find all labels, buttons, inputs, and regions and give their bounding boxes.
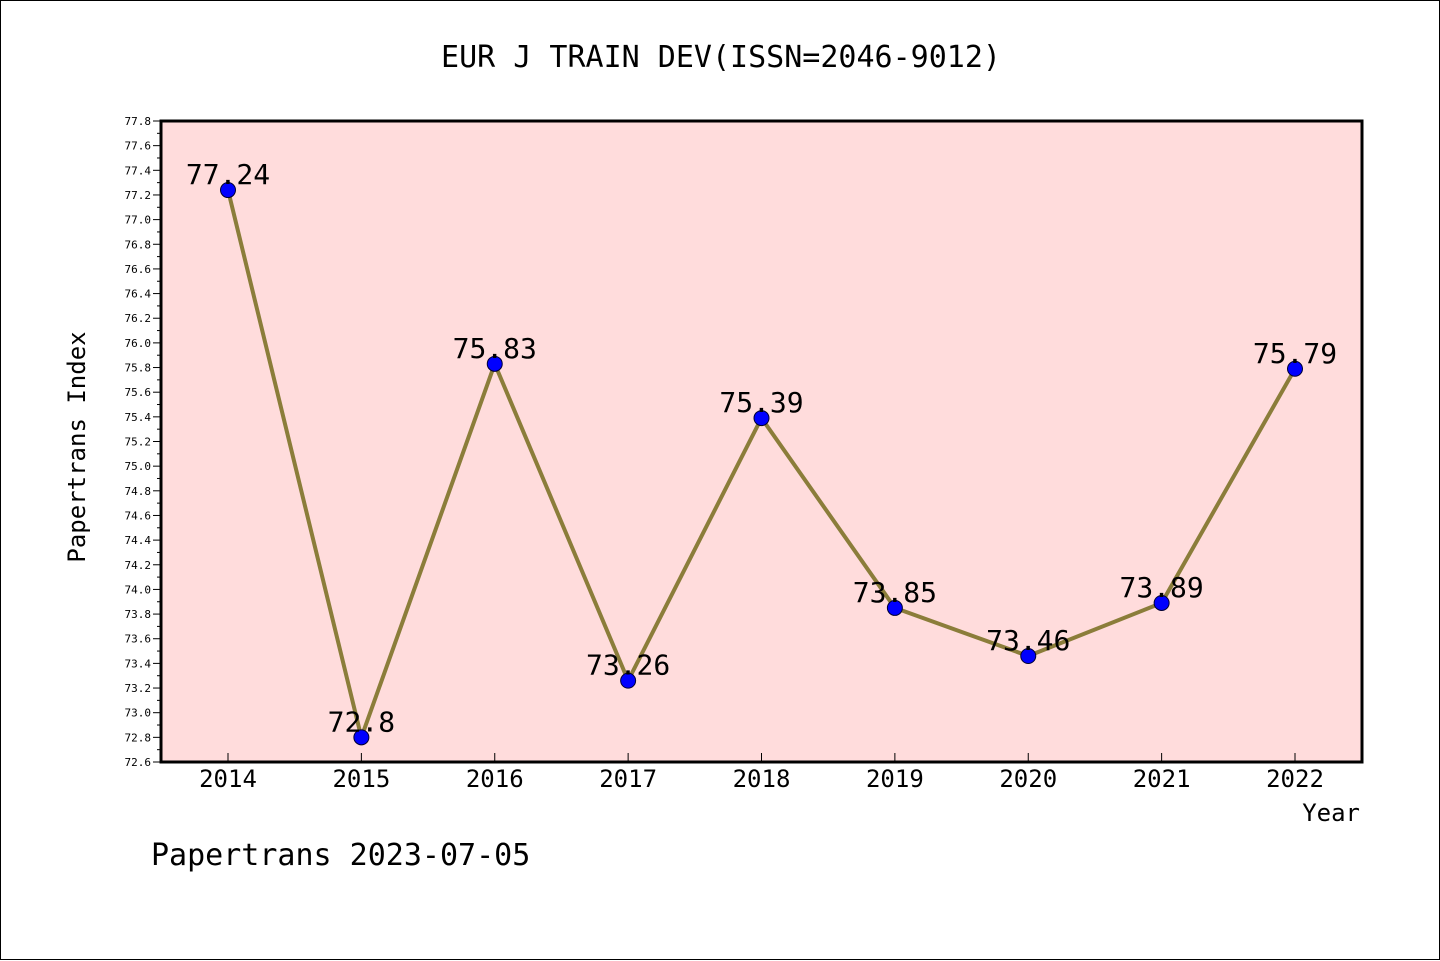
y-tick-label: 75.0 xyxy=(125,460,152,473)
x-tick-label: 2017 xyxy=(599,765,657,793)
y-tick-label: 73.0 xyxy=(125,707,152,720)
series-layer: 77.24 72.8 75.83 73.26 75.39 73.85 73.46 73.89 7… xyxy=(186,158,1337,746)
plot-area xyxy=(159,119,1364,764)
y-tick-label: 73.8 xyxy=(125,608,152,621)
data-point xyxy=(886,599,903,616)
y-tick-label: 74.8 xyxy=(125,485,152,498)
x-tick-label: 2015 xyxy=(332,765,390,793)
y-axis: 72.6 72.8 73.0 73.2 73.4 73.6 73.8 74.0 74.2 74.4… xyxy=(125,115,161,769)
chart-title: EUR J TRAIN DEV(ISSN=2046-9012) xyxy=(441,40,1001,75)
y-tick-label: 75.2 xyxy=(125,436,152,449)
y-tick-label: 74.2 xyxy=(125,559,152,572)
x-tick-label: 2021 xyxy=(1133,765,1191,793)
y-tick-label: 75.8 xyxy=(125,362,152,375)
y-tick-label: 77.0 xyxy=(125,214,152,227)
y-tick-label: 73.6 xyxy=(125,633,152,646)
x-axis-label: Year xyxy=(1302,799,1360,827)
y-tick-label: 73.4 xyxy=(125,657,152,670)
y-tick-label: 75.4 xyxy=(125,411,152,424)
y-tick-label: 77.8 xyxy=(125,115,152,128)
y-axis-label: Papertrans Index xyxy=(63,331,91,562)
data-point xyxy=(1153,594,1170,611)
y-tick-label: 76.2 xyxy=(125,312,152,325)
y-tick-label: 77.4 xyxy=(125,164,152,177)
y-tick-label: 75.6 xyxy=(125,386,152,399)
x-tick-label: 2020 xyxy=(999,765,1057,793)
y-tick-label: 76.0 xyxy=(125,337,152,350)
y-tick-label: 74.0 xyxy=(125,583,152,596)
data-point xyxy=(486,355,503,372)
data-point xyxy=(753,410,770,427)
x-tick-label: 2019 xyxy=(866,765,924,793)
x-tick-label: 2014 xyxy=(199,765,257,793)
y-tick-label: 76.4 xyxy=(125,288,152,301)
y-tick-label: 76.8 xyxy=(125,238,152,251)
data-label: 72.8 xyxy=(328,705,395,738)
x-tick-label: 2022 xyxy=(1266,765,1324,793)
data-label: 73.85 xyxy=(853,576,937,609)
data-label: 73.89 xyxy=(1119,571,1203,604)
y-tick-label: 74.4 xyxy=(125,534,152,547)
y-tick-label: 73.2 xyxy=(125,682,152,695)
footer-text: Papertrans 2023-07-05 xyxy=(151,838,530,873)
data-point xyxy=(353,729,370,746)
data-label: 73.46 xyxy=(986,624,1070,657)
y-tick-label: 72.8 xyxy=(125,731,152,744)
y-tick-label: 72.6 xyxy=(125,756,152,769)
y-tick-label: 77.2 xyxy=(125,189,152,202)
data-point xyxy=(220,182,236,199)
data-label: 73.26 xyxy=(586,649,670,682)
data-label: 77.24 xyxy=(186,158,270,191)
data-point xyxy=(1020,647,1037,664)
data-point xyxy=(620,672,637,689)
data-point xyxy=(1287,360,1303,377)
y-tick-label: 74.6 xyxy=(125,509,152,522)
y-tick-label: 76.6 xyxy=(125,263,152,276)
x-tick-label: 2018 xyxy=(733,765,791,793)
y-tick-label: 77.6 xyxy=(125,140,152,153)
data-label: 75.79 xyxy=(1253,337,1337,370)
x-tick-label: 2016 xyxy=(466,765,524,793)
data-label: 75.39 xyxy=(719,386,803,419)
data-label: 75.83 xyxy=(453,332,537,365)
x-axis: 2014 2015 2016 2017 2018 2019 2020 2021 2022 xyxy=(199,753,1324,793)
